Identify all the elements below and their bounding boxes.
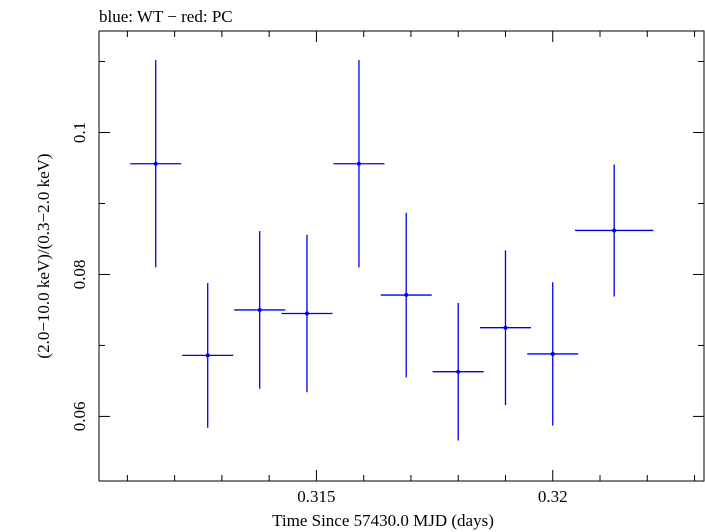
point-marker: [503, 325, 508, 330]
axis-tick-labels: 0.315 0.32 0.06 0.08 0.1: [70, 122, 568, 506]
data-point: [281, 234, 333, 393]
y-tick-label: 0.06: [70, 402, 89, 432]
point-marker: [356, 161, 361, 166]
point-marker: [153, 161, 158, 166]
axis-ticks: [99, 31, 704, 481]
point-marker: [205, 353, 210, 358]
data-point: [527, 282, 579, 426]
plot-frame: [98, 30, 705, 482]
data-points: [130, 60, 654, 441]
data-point: [333, 60, 385, 268]
data-point: [234, 231, 286, 389]
data-point: [432, 302, 484, 441]
data-point: [574, 164, 654, 297]
data-point: [130, 60, 182, 268]
point-marker: [304, 311, 309, 316]
y-tick-label: 0.1: [70, 122, 89, 143]
y-axis-label: (2.0−10.0 keV)/(0.3−2.0 keV): [34, 153, 53, 358]
x-axis-label: Time Since 57430.0 MJD (days): [272, 511, 494, 530]
point-marker: [456, 369, 461, 374]
data-point: [479, 250, 532, 406]
x-tick-label: 0.315: [297, 487, 335, 506]
point-marker: [612, 228, 617, 233]
data-point: [182, 282, 234, 428]
point-marker: [404, 293, 409, 298]
data-point: [380, 212, 432, 378]
point-marker: [550, 351, 555, 356]
y-tick-label: 0.08: [70, 260, 89, 290]
x-tick-label: 0.32: [538, 487, 568, 506]
point-marker: [257, 307, 262, 312]
chart-title: blue: WT − red: PC: [99, 7, 233, 26]
